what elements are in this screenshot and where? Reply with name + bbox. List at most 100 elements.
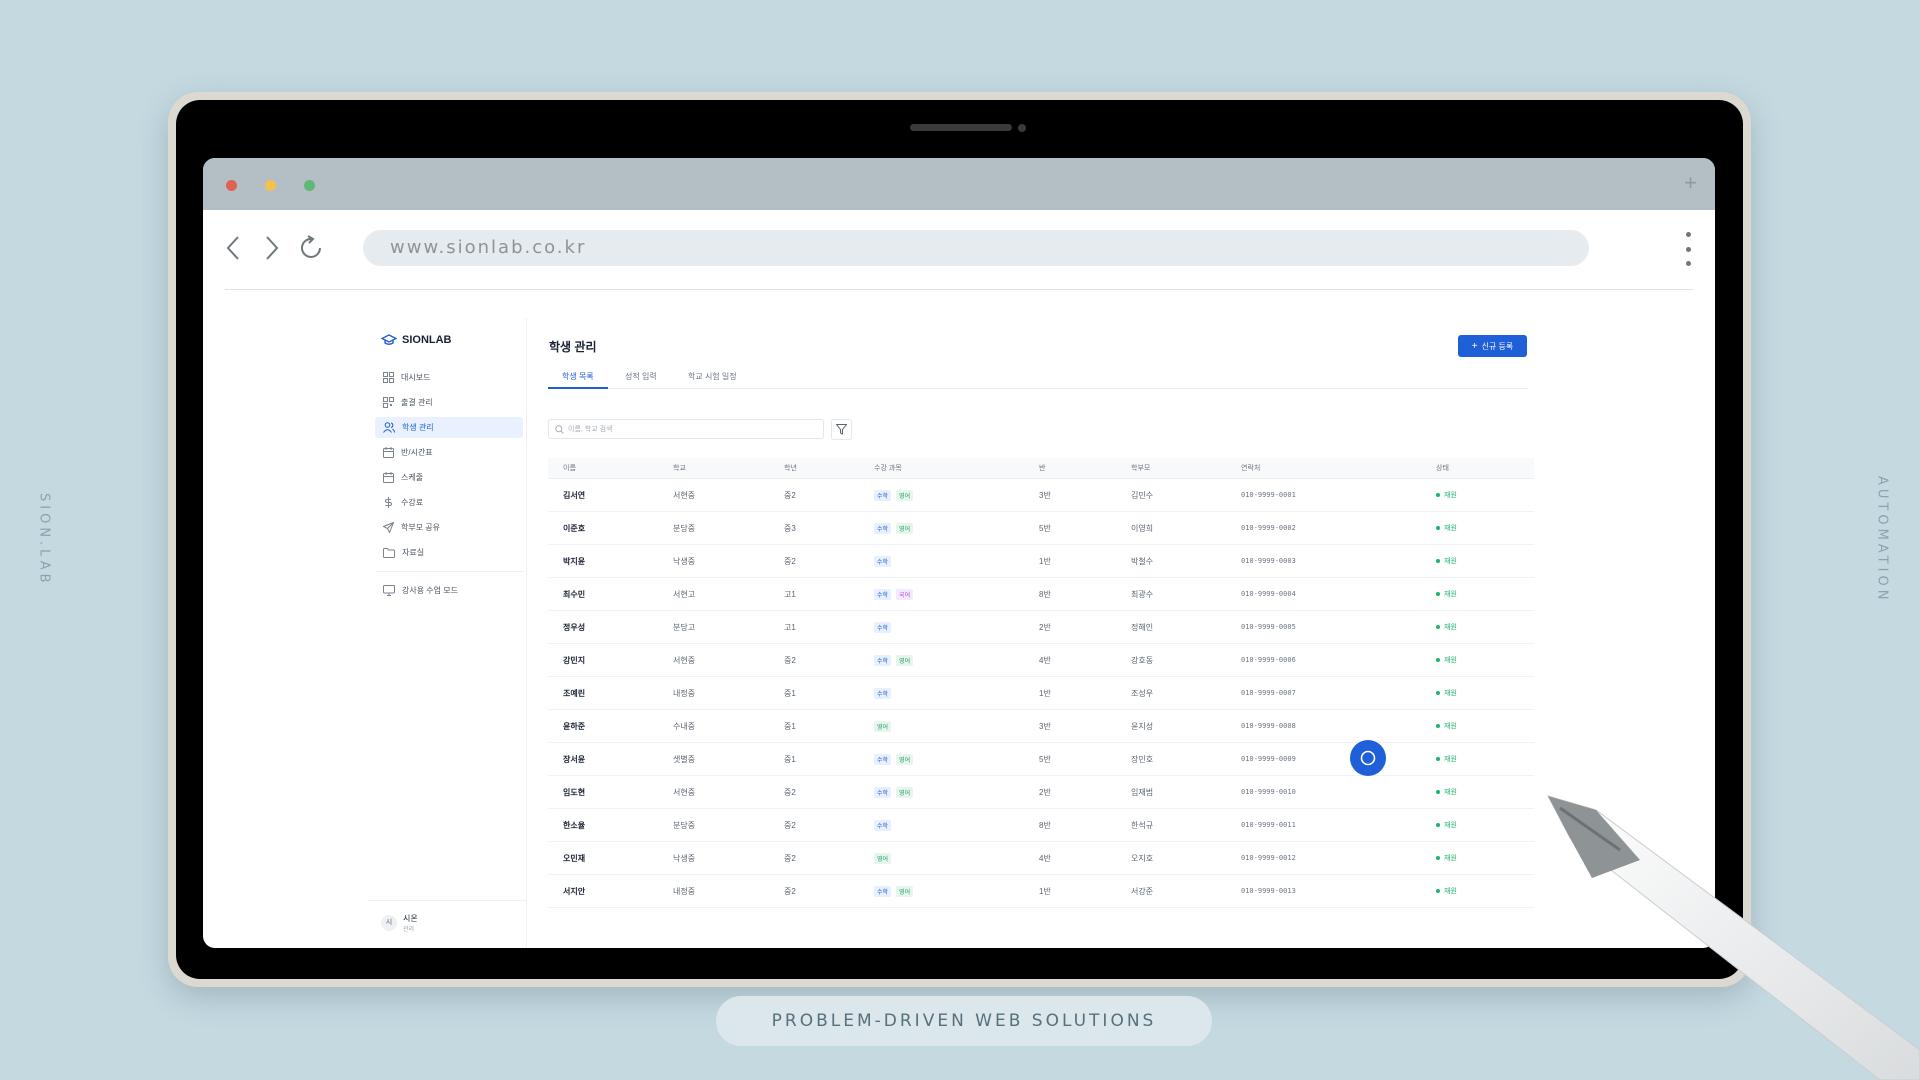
tab-exam-schedule[interactable]: 학교 시험 일정	[688, 372, 737, 381]
cell-class: 4반	[1039, 853, 1051, 863]
tab-student-list[interactable]: 학생 목록	[548, 371, 608, 389]
chat-icon	[1360, 750, 1376, 766]
column-header[interactable]: 수강 과목	[874, 465, 902, 472]
status-badge: 재원	[1436, 644, 1457, 676]
table-row[interactable]: 조예린 내정중 중1 수학 1반 조성우 010-9999-0007 재원	[548, 677, 1534, 710]
subject-tag: 영어	[874, 852, 892, 864]
column-header[interactable]: 연락처	[1241, 465, 1261, 472]
status-dot-icon	[1436, 889, 1440, 893]
left-brand-text: SION.LAB	[36, 493, 52, 587]
graduation-cap-icon	[381, 334, 397, 345]
sidebar-item-resources[interactable]: 자료실	[375, 542, 523, 563]
subject-tags: 수학	[874, 545, 896, 577]
cell-phone: 010-9999-0006	[1241, 656, 1296, 664]
sidebar-item-attendance[interactable]: 출결 관리	[375, 392, 523, 413]
browser-menu-icon[interactable]	[1683, 232, 1693, 266]
sidebar-item-label: 학생 관리	[402, 423, 434, 432]
sidebar-item-parent-share[interactable]: 학부모 공유	[375, 517, 523, 538]
status-dot-icon	[1436, 856, 1440, 860]
status-badge: 재원	[1436, 776, 1457, 808]
sidebar-item-label: 자료실	[402, 548, 425, 557]
tab-bar: 학생 목록 성적 입력 학교 시험 일정	[548, 371, 1528, 389]
sidebar-item-timetable[interactable]: 반/시간표	[375, 442, 523, 463]
cell-class: 1반	[1039, 556, 1051, 566]
forward-icon[interactable]	[256, 232, 288, 264]
cell-name: 장서윤	[563, 754, 586, 764]
sidebar-item-label: 반/시간표	[401, 448, 433, 457]
cell-name: 오민재	[563, 853, 586, 863]
subject-tag: 영어	[896, 654, 914, 666]
table-row[interactable]: 강민지 서현중 중2 수학 영어 4반 강호동 010-9999-0006 재원	[548, 644, 1534, 677]
reload-icon[interactable]	[296, 232, 328, 264]
sidebar-item-schedule[interactable]: 스케줄	[375, 467, 523, 488]
sidebar-item-instructor-mode[interactable]: 강사용 수업 모드	[375, 580, 523, 601]
filter-icon	[836, 424, 847, 435]
table-row[interactable]: 김서연 서현중 중2 수학 영어 3반 김민수 010-9999-0001 재원	[548, 479, 1534, 512]
sidebar-item-dashboard[interactable]: 대시보드	[375, 367, 523, 388]
status-text: 재원	[1444, 756, 1457, 763]
table-row[interactable]: 이준호 분당중 중3 수학 영어 5반 이영희 010-9999-0002 재원	[548, 512, 1534, 545]
sidebar-item-students[interactable]: 학생 관리	[375, 417, 523, 438]
cell-grade: 중3	[784, 523, 796, 533]
sidebar-item-tuition[interactable]: 수강료	[375, 492, 523, 513]
table-row[interactable]: 정우성 분당고 고1 수학 2반 정해인 010-9999-0005 재원	[548, 611, 1534, 644]
column-header[interactable]: 상태	[1436, 465, 1449, 472]
status-badge: 재원	[1436, 743, 1457, 775]
column-header[interactable]: 학년	[784, 465, 797, 472]
cell-phone: 010-9999-0004	[1241, 590, 1296, 598]
back-icon[interactable]	[217, 232, 249, 264]
status-dot-icon	[1436, 823, 1440, 827]
filter-button[interactable]	[831, 419, 852, 440]
status-text: 재원	[1444, 657, 1457, 664]
column-header[interactable]: 학교	[673, 465, 686, 472]
cell-parent: 이영희	[1131, 523, 1154, 533]
chat-button[interactable]	[1350, 740, 1386, 776]
brand-logo[interactable]: SIONLAB	[381, 334, 452, 346]
cell-name: 강민지	[563, 655, 586, 665]
close-window-button[interactable]	[226, 180, 237, 191]
column-header[interactable]: 학부모	[1131, 465, 1151, 472]
subject-tags: 수학	[874, 677, 896, 709]
status-badge: 재원	[1436, 710, 1457, 742]
table-row[interactable]: 서지안 내정중 중2 수학 영어 1반 서강준 010-9999-0013 재원	[548, 875, 1534, 908]
minimize-window-button[interactable]	[265, 180, 276, 191]
user-profile[interactable]: 시 시온 관리	[367, 900, 527, 948]
avatar: 시	[381, 915, 397, 931]
cell-class: 1반	[1039, 688, 1051, 698]
cell-name: 조예린	[563, 688, 586, 698]
cell-phone: 010-9999-0013	[1241, 887, 1296, 895]
search-input[interactable]: 이름, 학교 검색	[548, 419, 824, 439]
table-row[interactable]: 한소율 분당중 중2 수학 8반 한석규 010-9999-0011 재원	[548, 809, 1534, 842]
table-row[interactable]: 박지윤 낙생중 중2 수학 1반 박철수 010-9999-0003 재원	[548, 545, 1534, 578]
column-header[interactable]: 이름	[563, 465, 576, 472]
cell-school: 내정중	[673, 886, 696, 896]
add-student-button[interactable]: + 신규 등록	[1458, 335, 1527, 357]
cell-parent: 장민호	[1131, 754, 1154, 764]
cell-phone: 010-9999-0009	[1241, 755, 1296, 763]
new-tab-button[interactable]: +	[1684, 170, 1697, 195]
calendar-icon	[383, 447, 394, 458]
subject-tag: 영어	[896, 753, 914, 765]
tab-grade-input[interactable]: 성적 입력	[625, 372, 657, 381]
address-bar[interactable]: www.sionlab.co.kr	[363, 230, 1589, 266]
table-row[interactable]: 윤하준 수내중 중1 영어 3반 윤지성 010-9999-0008 재원	[548, 710, 1534, 743]
browser-titlebar: +	[203, 158, 1715, 210]
subject-tag: 국어	[896, 588, 914, 600]
table-row[interactable]: 장서윤 샛별중 중1 수학 영어 5반 장민호 010-9999-0009 재원	[548, 743, 1534, 776]
subject-tags: 수학 영어	[874, 776, 918, 808]
table-row[interactable]: 임도현 서현중 중2 수학 영어 2반 임재범 010-9999-0010 재원	[548, 776, 1534, 809]
cell-school: 서현중	[673, 787, 696, 797]
table-row[interactable]: 최수민 서현고 고1 수학 국어 8반 최광수 010-9999-0004 재원	[548, 578, 1534, 611]
maximize-window-button[interactable]	[304, 180, 315, 191]
column-header[interactable]: 반	[1039, 465, 1046, 472]
subject-tags: 수학 영어	[874, 743, 918, 775]
subject-tag: 수학	[874, 687, 892, 699]
folder-icon	[383, 547, 395, 558]
status-text: 재원	[1444, 492, 1457, 499]
cell-name: 서지안	[563, 886, 586, 896]
sidebar-item-label: 학부모 공유	[401, 523, 441, 532]
status-text: 재원	[1444, 789, 1457, 796]
table-row[interactable]: 오민재 낙생중 중2 영어 4반 오지호 010-9999-0012 재원	[548, 842, 1534, 875]
cell-school: 분당중	[673, 820, 696, 830]
sidebar-item-label: 스케줄	[401, 473, 424, 482]
